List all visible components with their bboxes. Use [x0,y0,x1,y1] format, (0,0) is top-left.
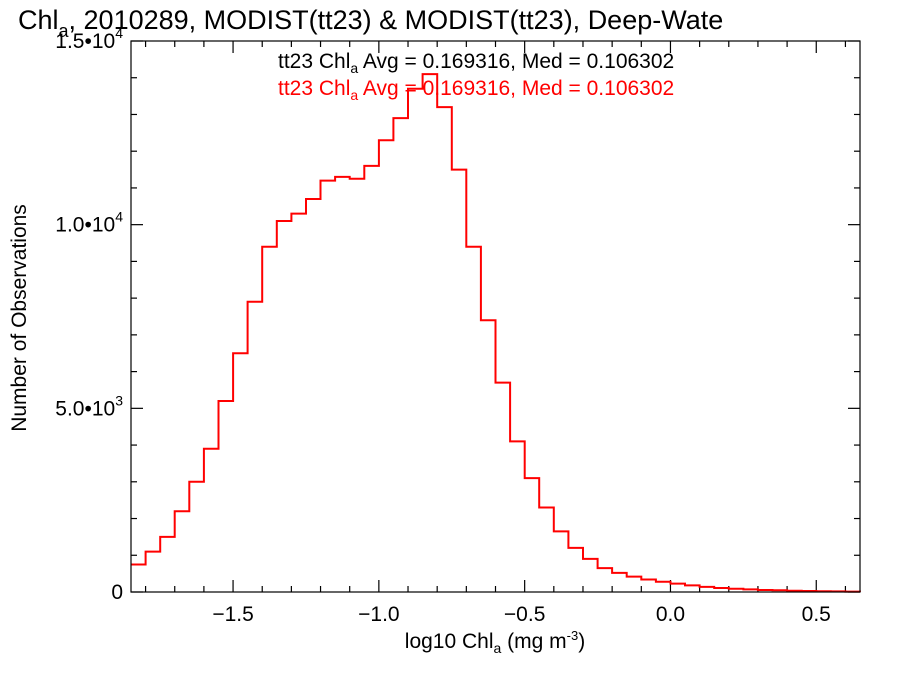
chart-title: Chla, 2010289, MODIST(tt23) & MODIST(tt2… [18,5,723,41]
annotation-black-sub: a [350,60,358,76]
x-label-post: ) [578,630,585,653]
annotation-black: tt23 Chla Avg = 0.169316, Med = 0.106302 [278,50,674,76]
title-part1: Chl [18,5,59,35]
y-tick-label: 0 [111,581,123,604]
annotation-red-sub: a [350,87,358,103]
annotation-black-post: Avg = 0.169316, Med = 0.106302 [358,50,674,73]
x-tick-label: −0.5 [504,603,545,626]
x-label-sub: a [494,640,502,656]
annotation-red-pre: tt23 Chl [278,77,350,100]
y-tick-label: 1.0•104 [55,209,123,237]
x-tick-label: −1.0 [358,603,399,626]
x-label-pre: log10 Chl [405,630,494,653]
plot-frame [130,40,861,593]
annotation-black-pre: tt23 Chl [278,50,350,73]
x-tick-label: 0.0 [656,603,685,626]
y-axis-label: Number of Observations [8,204,31,432]
x-label-mid: (mg m [501,630,566,653]
x-axis-label: log10 Chla (mg m-3) [405,628,585,656]
y-tick-label: 5.0•103 [55,392,123,420]
histogram-series-line [131,73,861,593]
annotation-red-post: Avg = 0.169316, Med = 0.106302 [358,77,674,100]
x-tick-label: −1.5 [212,603,253,626]
x-tick-label: 0.5 [802,603,831,626]
y-tick-label: 1.5•104 [55,25,123,53]
title-subscript: a [59,21,70,41]
annotation-red: tt23 Chla Avg = 0.169316, Med = 0.106302 [278,77,674,103]
title-part2: , 2010289, MODIST(tt23) & MODIST(tt23), … [69,5,724,35]
x-label-sup: -3 [567,628,579,643]
